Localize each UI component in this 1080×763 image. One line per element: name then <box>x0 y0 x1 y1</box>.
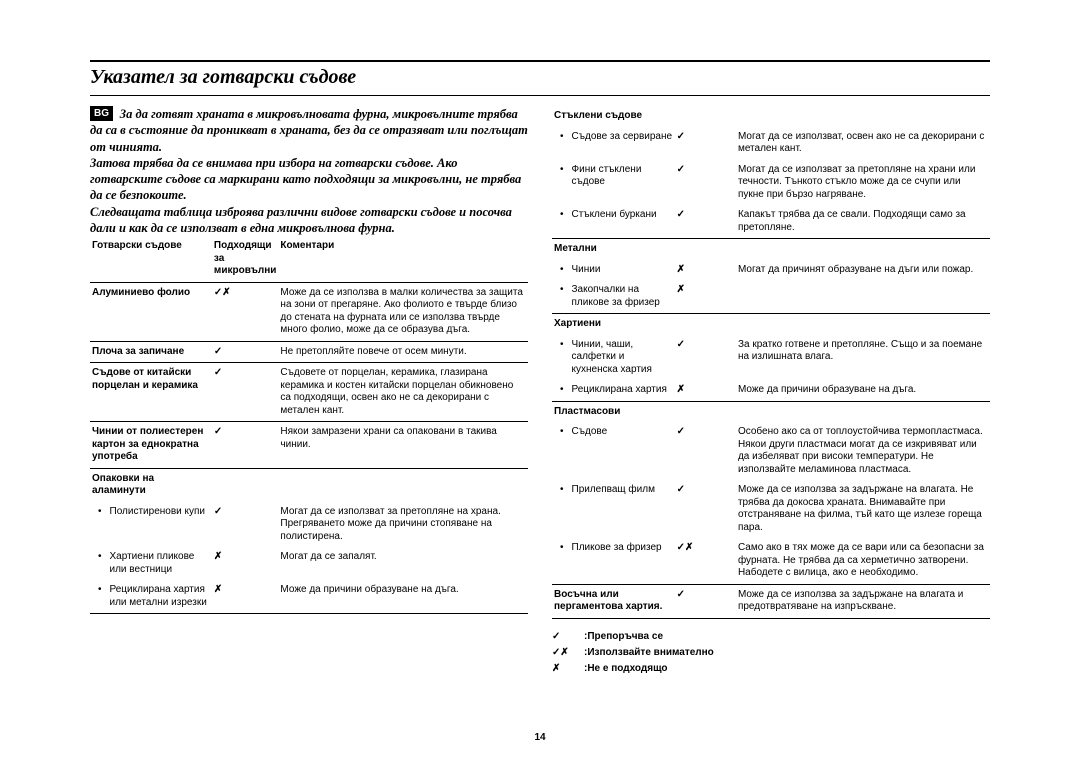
table-cell-comment: Може да се използва в малки количества з… <box>278 282 528 341</box>
table-cell-safe: ✗ <box>212 547 279 580</box>
table-cell-item: Метални <box>552 239 675 260</box>
table-cell-item: Съдове от китайски порцелан и керамика <box>90 363 212 422</box>
table-cell-item: Алуминиево фолио <box>90 282 212 341</box>
table-cell-item: Стъклени буркани <box>552 205 675 239</box>
table-cell-comment: Могат да се използват, освен ако не са д… <box>736 127 990 160</box>
table-cell-comment: Не претопляйте повече от осем минути. <box>278 341 528 363</box>
table-cell-item: Рециклирана хартия или метални изрезки <box>90 580 212 614</box>
table-cell-comment <box>736 239 990 260</box>
table-cell-comment: Само ако в тях може да се вари или са бе… <box>736 538 990 584</box>
table-cell-safe: ✓ <box>212 502 279 548</box>
table-cell-safe: ✓✗ <box>675 538 736 584</box>
table-cell-safe: ✓ <box>675 127 736 160</box>
table-cell-comment: Може да се използва за задържане на влаг… <box>736 480 990 538</box>
table-cell-safe <box>675 314 736 335</box>
table-cell-safe: ✓ <box>212 422 279 469</box>
th-item: Готварски съдове <box>90 236 212 282</box>
table-cell-item: Хартиени <box>552 314 675 335</box>
table-cell-item: Закопчалки на пликове за фризер <box>552 280 675 314</box>
legend-row: ✗:Не е подходящо <box>552 661 990 677</box>
table-cell-comment <box>736 401 990 422</box>
table-cell-safe: ✓ <box>675 205 736 239</box>
right-column: Стъклени съдовеСъдове за сервиране✓Могат… <box>552 106 990 677</box>
legend: ✓:Препоръчва се✓✗:Използвайте внимателно… <box>552 629 990 677</box>
table-cell-safe: ✗ <box>212 580 279 614</box>
intro: BG За да готвят храната в микровълновата… <box>90 106 528 236</box>
table-cell-item: Пластмасови <box>552 401 675 422</box>
table-cell-item: Съдове <box>552 422 675 480</box>
table-cell-comment: Могат да причинят образуване на дъги или… <box>736 260 990 281</box>
table-cell-comment: Може да причини образуване на дъга. <box>736 380 990 401</box>
table-cell-safe: ✓ <box>212 363 279 422</box>
table-cell-item: Плоча за запичане <box>90 341 212 363</box>
table-cell-comment: Могат да се запалят. <box>278 547 528 580</box>
table-cell-comment: За кратко готвене и претопляне. Също и з… <box>736 335 990 381</box>
page-number: 14 <box>534 732 545 743</box>
th-comment: Коментари <box>278 236 528 282</box>
table-cell-comment: Някои замразени храни са опаковани в так… <box>278 422 528 469</box>
left-column: BG За да готвят храната в микровълновата… <box>90 106 528 677</box>
table-cell-item: Прилепващ филм <box>552 480 675 538</box>
table-cell-item: Стъклени съдове <box>552 106 675 127</box>
cookware-table-left: Готварски съдове Подходящи за микровълни… <box>90 236 528 614</box>
legend-row: ✓:Препоръчва се <box>552 629 990 645</box>
table-cell-comment <box>736 314 990 335</box>
table-cell-safe: ✗ <box>675 380 736 401</box>
table-cell-comment: Може да се използва за задържане на влаг… <box>736 584 990 618</box>
table-cell-item: Фини стъклени съдове <box>552 160 675 206</box>
table-cell-item: Опаковки на аламинути <box>90 468 212 502</box>
cookware-table-right: Стъклени съдовеСъдове за сервиране✓Могат… <box>552 106 990 619</box>
table-cell-safe: ✗ <box>675 260 736 281</box>
legend-row: ✓✗:Използвайте внимателно <box>552 645 990 661</box>
table-cell-item: Рециклирана хартия <box>552 380 675 401</box>
content-columns: BG За да готвят храната в микровълновата… <box>90 106 990 677</box>
table-cell-comment <box>278 468 528 502</box>
table-cell-safe: ✓ <box>675 335 736 381</box>
table-cell-safe: ✗ <box>675 280 736 314</box>
table-cell-item: Восъчна или пергаментова хартия. <box>552 584 675 618</box>
table-cell-safe: ✓ <box>675 422 736 480</box>
table-cell-comment <box>736 280 990 314</box>
table-cell-item: Чинии <box>552 260 675 281</box>
page-title: Указател за готварски съдове <box>90 66 990 89</box>
th-safe: Подходящи за микровълни <box>212 236 279 282</box>
table-cell-comment: Могат да се използват за претопляне на х… <box>736 160 990 206</box>
table-cell-item: Чинии от полиестерен картон за еднократн… <box>90 422 212 469</box>
top-rule-thin <box>90 95 990 96</box>
table-cell-item: Хартиени пликове или вестници <box>90 547 212 580</box>
table-cell-comment <box>736 106 990 127</box>
table-cell-item: Чинии, чаши, салфетки и кухненска хартия <box>552 335 675 381</box>
table-cell-safe <box>675 106 736 127</box>
table-cell-safe: ✓ <box>675 584 736 618</box>
table-cell-safe <box>212 468 279 502</box>
table-cell-comment: Могат да се използват за претопляне на х… <box>278 502 528 548</box>
table-cell-safe: ✓ <box>675 160 736 206</box>
table-cell-comment: Съдовете от порцелан, керамика, глазиран… <box>278 363 528 422</box>
table-cell-comment: Особено ако са от топлоустойчива термопл… <box>736 422 990 480</box>
table-cell-safe <box>675 239 736 260</box>
table-cell-item: Пликове за фризер <box>552 538 675 584</box>
table-cell-comment: Капакът трябва да се свали. Подходящи са… <box>736 205 990 239</box>
table-cell-item: Полистиренови купи <box>90 502 212 548</box>
table-cell-comment: Може да причини образуване на дъга. <box>278 580 528 614</box>
language-badge: BG <box>90 106 113 121</box>
table-cell-safe: ✓ <box>212 341 279 363</box>
top-rule-thick <box>90 60 990 62</box>
table-cell-safe: ✓ <box>675 480 736 538</box>
table-cell-item: Съдове за сервиране <box>552 127 675 160</box>
table-cell-safe: ✓✗ <box>212 282 279 341</box>
table-cell-safe <box>675 401 736 422</box>
